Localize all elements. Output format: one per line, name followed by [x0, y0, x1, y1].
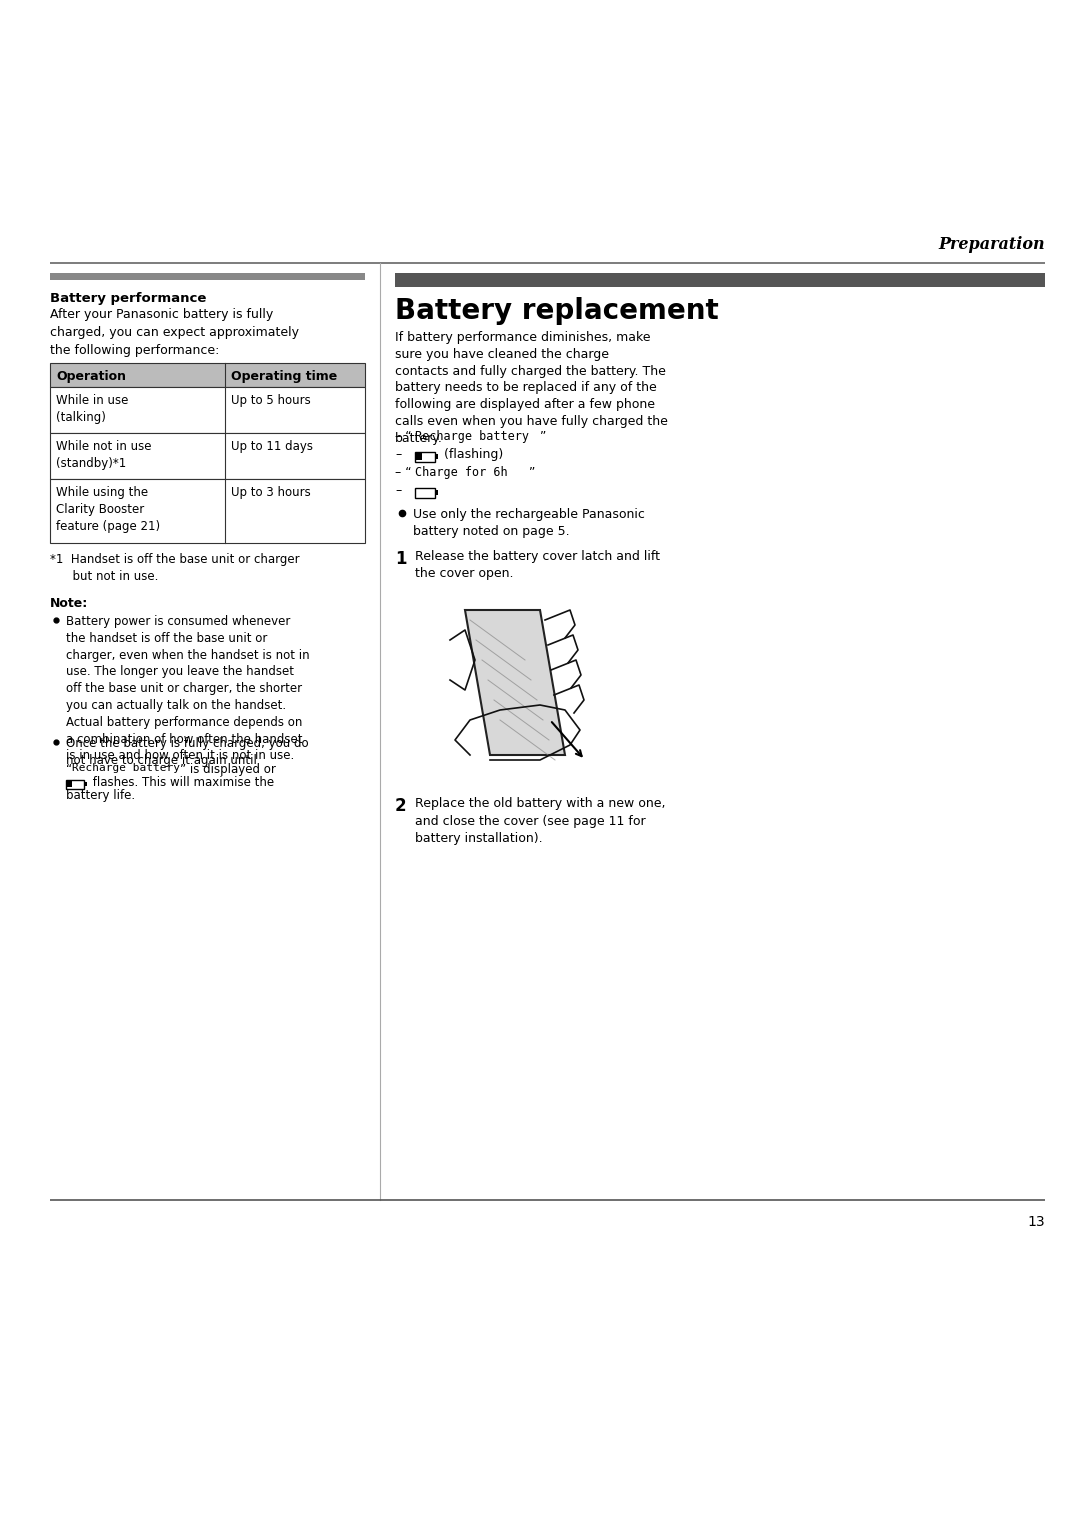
- Text: Once the battery is fully charged, you do
not have to charge it again until: Once the battery is fully charged, you d…: [66, 736, 309, 767]
- Text: ”: ”: [540, 429, 546, 443]
- Text: 1: 1: [395, 550, 406, 568]
- Text: While not in use
(standby)*1: While not in use (standby)*1: [56, 440, 151, 471]
- Text: (flashing): (flashing): [440, 448, 503, 461]
- Text: Operation: Operation: [56, 370, 126, 384]
- Text: battery life.: battery life.: [66, 788, 135, 802]
- Text: flashes. This will maximise the: flashes. This will maximise the: [89, 776, 274, 788]
- Bar: [415, 452, 435, 461]
- Bar: [50, 387, 365, 432]
- Text: – “: – “: [395, 466, 411, 478]
- Text: Release the battery cover latch and lift
the cover open.: Release the battery cover latch and lift…: [415, 550, 660, 581]
- Bar: [67, 779, 72, 787]
- Text: Up to 3 hours: Up to 3 hours: [231, 486, 311, 500]
- Text: While in use
(talking): While in use (talking): [56, 394, 129, 423]
- Text: Battery power is consumed whenever
the handset is off the base unit or
charger, : Battery power is consumed whenever the h…: [66, 614, 310, 762]
- Text: Replace the old battery with a new one,
and close the cover (see page 11 for
bat: Replace the old battery with a new one, …: [415, 798, 665, 845]
- Bar: [435, 454, 438, 458]
- Text: Use only the rechargeable Panasonic
battery noted on page 5.: Use only the rechargeable Panasonic batt…: [413, 507, 645, 538]
- Text: If battery performance diminishes, make
sure you have cleaned the charge
contact: If battery performance diminishes, make …: [395, 332, 667, 445]
- Text: Recharge battery: Recharge battery: [415, 429, 529, 443]
- Text: “: “: [66, 762, 72, 776]
- Bar: [416, 452, 422, 460]
- Bar: [84, 782, 87, 785]
- Text: Preparation: Preparation: [939, 235, 1045, 254]
- Bar: [50, 364, 365, 387]
- Bar: [50, 478, 365, 542]
- Text: Operating time: Operating time: [231, 370, 337, 384]
- Text: – “: – “: [395, 429, 411, 443]
- Bar: [50, 274, 365, 280]
- Text: ” is displayed or: ” is displayed or: [180, 762, 275, 776]
- Polygon shape: [465, 610, 565, 755]
- Text: Up to 11 days: Up to 11 days: [231, 440, 313, 452]
- Bar: [66, 779, 84, 788]
- Text: Battery performance: Battery performance: [50, 292, 206, 306]
- Text: 2: 2: [395, 798, 407, 814]
- Text: Recharge battery: Recharge battery: [72, 762, 180, 773]
- Bar: [415, 487, 435, 498]
- Text: Note:: Note:: [50, 597, 89, 610]
- Bar: [395, 274, 1045, 287]
- Text: *1  Handset is off the base unit or charger
      but not in use.: *1 Handset is off the base unit or charg…: [50, 553, 299, 584]
- Text: 13: 13: [1027, 1215, 1045, 1229]
- Text: Battery replacement: Battery replacement: [395, 296, 719, 325]
- Bar: [50, 432, 365, 478]
- Text: –: –: [395, 484, 402, 497]
- Text: Charge for 6h: Charge for 6h: [415, 466, 508, 478]
- Text: ”: ”: [529, 466, 536, 478]
- Bar: [435, 490, 438, 495]
- Text: –: –: [395, 448, 402, 461]
- Text: After your Panasonic battery is fully
charged, you can expect approximately
the : After your Panasonic battery is fully ch…: [50, 309, 299, 358]
- Text: While using the
Clarity Booster
feature (page 21): While using the Clarity Booster feature …: [56, 486, 160, 533]
- Text: Up to 5 hours: Up to 5 hours: [231, 394, 311, 406]
